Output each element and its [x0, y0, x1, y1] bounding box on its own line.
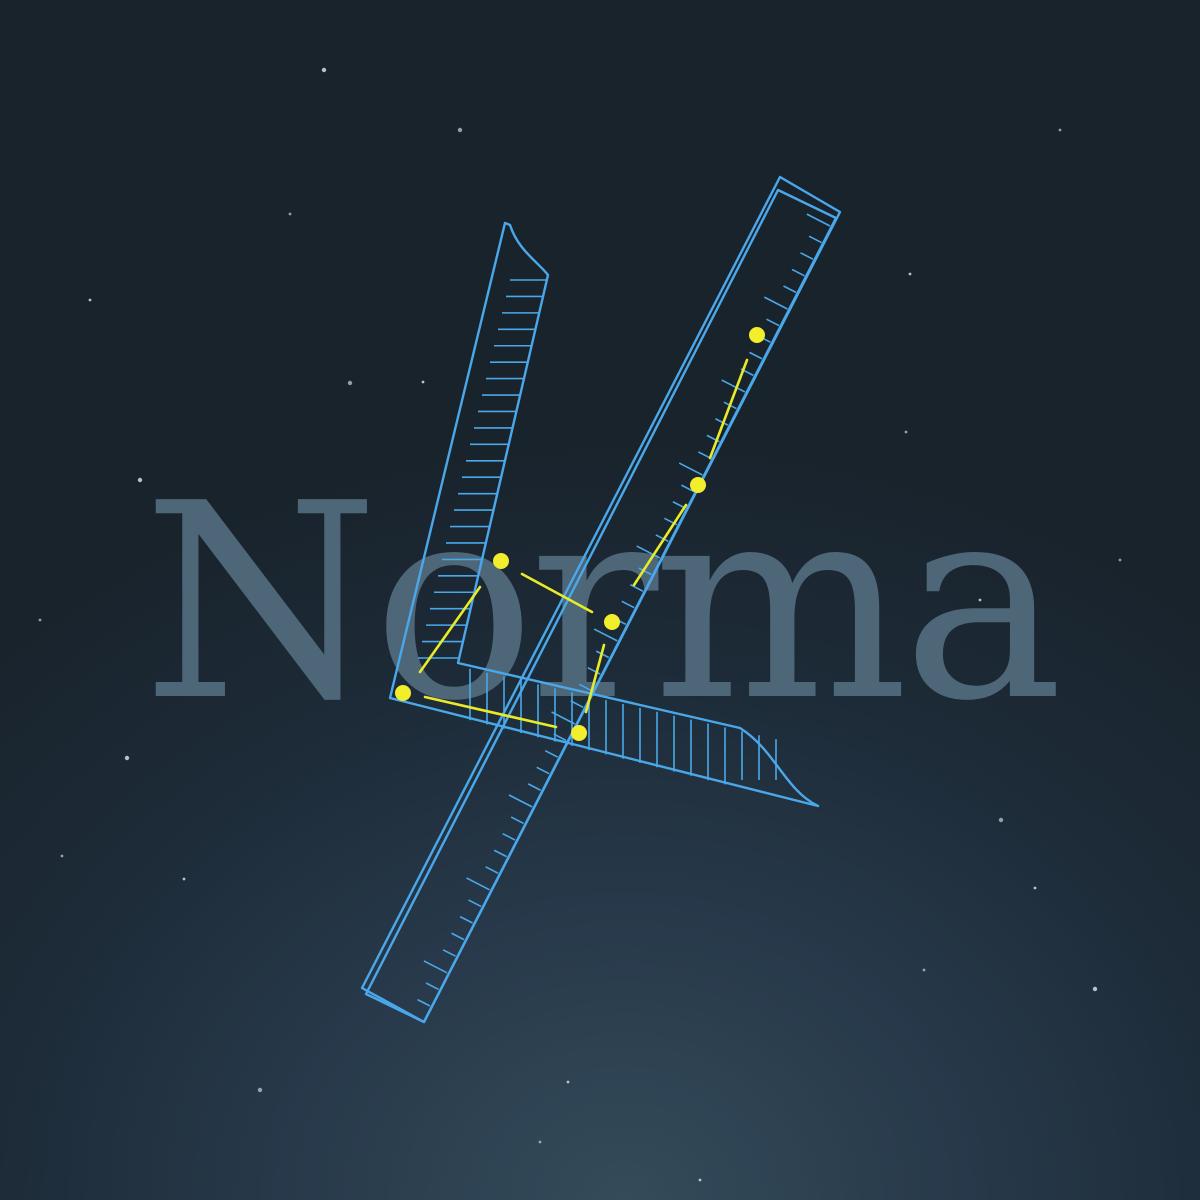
- background-star: [998, 817, 1004, 823]
- ruler-tick: [578, 683, 593, 692]
- ruler-tick: [766, 318, 780, 327]
- background-star: [88, 298, 92, 302]
- ruler-tick: [468, 899, 482, 908]
- background-star: [288, 212, 292, 216]
- ruler-tick: [493, 849, 507, 858]
- ruler-tick: [655, 534, 669, 543]
- background-star: [137, 477, 143, 483]
- constellation-name: Norma: [142, 445, 1064, 760]
- ruler-tick: [536, 766, 550, 775]
- ruler-tick: [485, 866, 499, 874]
- background-star: [457, 127, 463, 133]
- constellation-star: [690, 477, 706, 493]
- ruler-tick: [417, 998, 431, 1007]
- background-star: [257, 1087, 263, 1093]
- square-scale-vertical: [418, 279, 548, 659]
- ruler-tick: [466, 877, 490, 891]
- background-star: [347, 380, 353, 386]
- background-star: [1092, 986, 1098, 992]
- background-star: [1033, 886, 1037, 890]
- constellation-star: [571, 725, 587, 741]
- background-star: [1058, 128, 1062, 132]
- constellation-star: [604, 614, 620, 630]
- square-outline: [388, 221, 820, 808]
- background-star: [1118, 558, 1122, 562]
- background-star: [124, 755, 130, 761]
- background-star: [321, 67, 327, 73]
- ruler-tick: [544, 749, 559, 758]
- ruler-tick: [502, 832, 516, 841]
- constellation-line: [423, 695, 558, 729]
- ruler-tick: [508, 794, 533, 808]
- background-star: [908, 272, 912, 276]
- ruler-tick: [425, 982, 439, 991]
- background-star: [566, 1080, 570, 1084]
- ruler-back-edge: [360, 175, 842, 1024]
- constellation-star: [395, 685, 411, 701]
- ruler-tick: [808, 235, 822, 244]
- ruler-tick: [587, 666, 601, 675]
- ruler-tick: [510, 816, 524, 825]
- ruler-tick: [721, 379, 746, 393]
- background-star: [421, 380, 425, 384]
- ruler-tick: [698, 451, 712, 460]
- background-star: [904, 430, 908, 434]
- ruler-tick: [593, 628, 618, 642]
- background-star: [538, 1140, 542, 1144]
- constellation-star: [749, 327, 765, 343]
- ruler-tick: [551, 711, 576, 725]
- ruler-tick: [806, 213, 831, 227]
- ruler-tick: [629, 584, 644, 592]
- constellation-line: [708, 358, 749, 460]
- ruler-tick: [636, 545, 661, 559]
- ruler-front-face: [364, 188, 838, 1024]
- constellation-line: [418, 585, 482, 674]
- ruler-tick: [451, 932, 465, 941]
- ruler-icon: [360, 175, 842, 1024]
- ruler-tick: [570, 700, 584, 708]
- background-star: [922, 968, 926, 972]
- constellation-stars: [395, 327, 765, 741]
- carpenter-square-icon: [388, 221, 820, 808]
- ruler-tick: [678, 462, 703, 476]
- constellation-lines: [418, 358, 749, 729]
- ruler-tick: [459, 915, 473, 924]
- ruler-tick: [442, 949, 456, 957]
- ruler-tick: [621, 600, 635, 609]
- ruler-tick: [800, 252, 814, 260]
- background-star: [38, 618, 42, 622]
- background-star: [978, 598, 982, 602]
- constellation-line: [520, 572, 594, 614]
- constellation-star: [493, 553, 509, 569]
- ruler-tick: [553, 733, 567, 742]
- constellation-line: [632, 503, 688, 587]
- ruler-tick: [791, 268, 805, 277]
- ruler-tick: [638, 567, 652, 576]
- background-star: [60, 854, 64, 858]
- ruler-tick: [715, 418, 729, 426]
- ruler-tick: [749, 351, 763, 360]
- ruler-tick: [423, 960, 448, 974]
- ruler-tick: [763, 296, 788, 310]
- background-star: [182, 877, 186, 881]
- ruler-tick: [783, 285, 797, 294]
- ruler-tick: [681, 484, 695, 493]
- constellation-line: [584, 643, 606, 714]
- background-star: [698, 1178, 702, 1182]
- ruler-tick: [527, 783, 542, 791]
